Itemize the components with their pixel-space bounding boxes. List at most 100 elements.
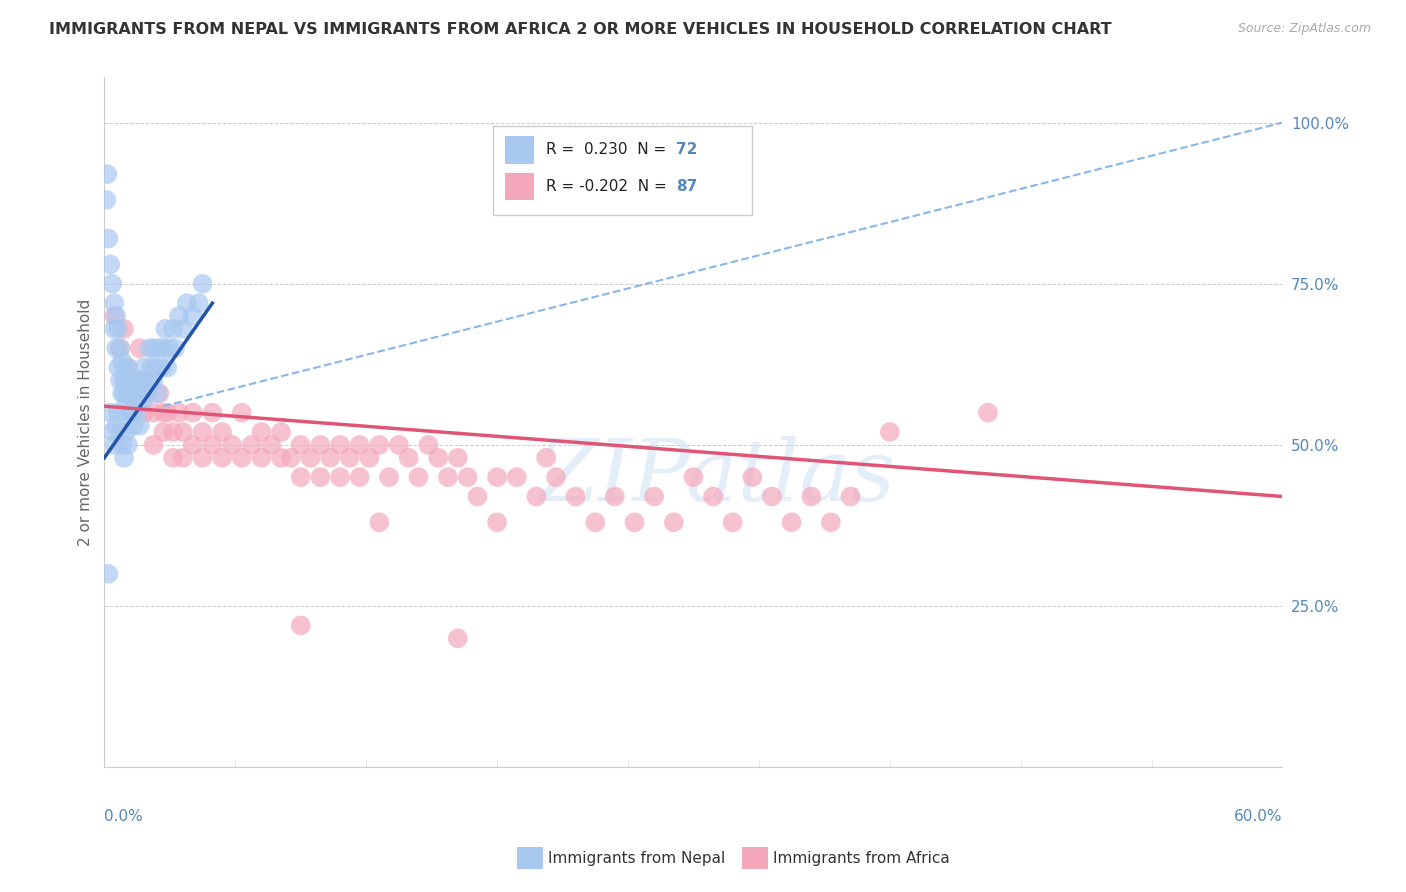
Point (662, 516, 685, 530)
Point (211, 425, 233, 439)
Text: R = -0.202  N =: R = -0.202 N = (546, 179, 672, 194)
Point (127, 399, 149, 413)
Point (138, 341, 160, 355)
Point (191, 425, 214, 439)
Point (349, 470, 371, 484)
Point (162, 425, 184, 439)
Point (152, 406, 174, 420)
Point (270, 425, 292, 439)
Point (780, 516, 803, 530)
Point (162, 450, 184, 465)
Point (112, 360, 135, 375)
Point (103, 309, 125, 323)
Point (172, 425, 194, 439)
Point (583, 516, 606, 530)
Point (280, 450, 302, 465)
Text: 87: 87 (676, 179, 697, 194)
Point (408, 470, 430, 484)
Point (142, 438, 165, 452)
Point (97, 232, 120, 246)
Point (534, 450, 557, 465)
Point (98, 406, 121, 420)
Point (96, 193, 118, 207)
Point (231, 406, 253, 420)
Point (115, 425, 138, 439)
Text: Source: ZipAtlas.com: Source: ZipAtlas.com (1237, 22, 1371, 36)
Point (107, 360, 129, 375)
Point (721, 516, 744, 530)
Point (108, 425, 131, 439)
Point (136, 386, 159, 401)
Point (142, 341, 165, 355)
Point (309, 470, 332, 484)
Point (128, 386, 150, 401)
Point (128, 341, 150, 355)
Point (118, 406, 141, 420)
Point (231, 450, 253, 465)
Point (108, 341, 131, 355)
Point (564, 490, 586, 504)
Point (117, 360, 139, 375)
Point (250, 425, 273, 439)
Point (107, 322, 129, 336)
Point (141, 360, 163, 375)
Point (128, 418, 150, 433)
Point (486, 470, 509, 484)
Text: 60.0%: 60.0% (1234, 809, 1282, 823)
Point (329, 438, 352, 452)
Point (290, 618, 312, 632)
Point (105, 418, 128, 433)
Point (145, 360, 167, 375)
Point (250, 450, 273, 465)
Point (121, 406, 143, 420)
Text: 0.0%: 0.0% (104, 809, 143, 823)
Bar (505, 173, 534, 200)
Point (135, 374, 157, 388)
Point (702, 490, 724, 504)
Point (319, 450, 342, 465)
Point (378, 470, 401, 484)
Point (142, 406, 165, 420)
Point (150, 360, 173, 375)
Point (191, 277, 214, 291)
Point (96, 167, 118, 181)
Point (111, 438, 134, 452)
Point (299, 450, 322, 465)
Point (146, 386, 169, 401)
Text: IMMIGRANTS FROM NEPAL VS IMMIGRANTS FROM AFRICA 2 OR MORE VEHICLES IN HOUSEHOLD : IMMIGRANTS FROM NEPAL VS IMMIGRANTS FROM… (49, 22, 1112, 37)
Text: Immigrants from Africa: Immigrants from Africa (773, 851, 950, 865)
Point (108, 374, 131, 388)
Point (290, 438, 312, 452)
Point (368, 438, 391, 452)
Point (181, 406, 204, 420)
Point (741, 470, 763, 484)
Point (506, 470, 529, 484)
Point (349, 438, 371, 452)
Point (486, 516, 509, 530)
Point (142, 374, 165, 388)
Point (112, 450, 135, 465)
Point (467, 490, 489, 504)
Text: ZIPatlas: ZIPatlas (538, 436, 896, 519)
Point (290, 470, 312, 484)
Point (447, 632, 470, 646)
Point (156, 360, 179, 375)
Point (152, 341, 174, 355)
Point (524, 490, 547, 504)
Point (181, 438, 204, 452)
Bar (494, 126, 752, 215)
Point (122, 418, 145, 433)
Point (398, 450, 420, 465)
Point (122, 374, 145, 388)
Y-axis label: 2 or more Vehicles in Household: 2 or more Vehicles in Household (79, 299, 93, 546)
Point (201, 406, 224, 420)
Point (157, 341, 180, 355)
Point (118, 374, 141, 388)
Point (240, 438, 263, 452)
Point (103, 438, 125, 452)
Point (98, 257, 121, 271)
Point (103, 296, 125, 310)
Point (107, 406, 129, 420)
Point (172, 450, 194, 465)
Point (603, 490, 626, 504)
